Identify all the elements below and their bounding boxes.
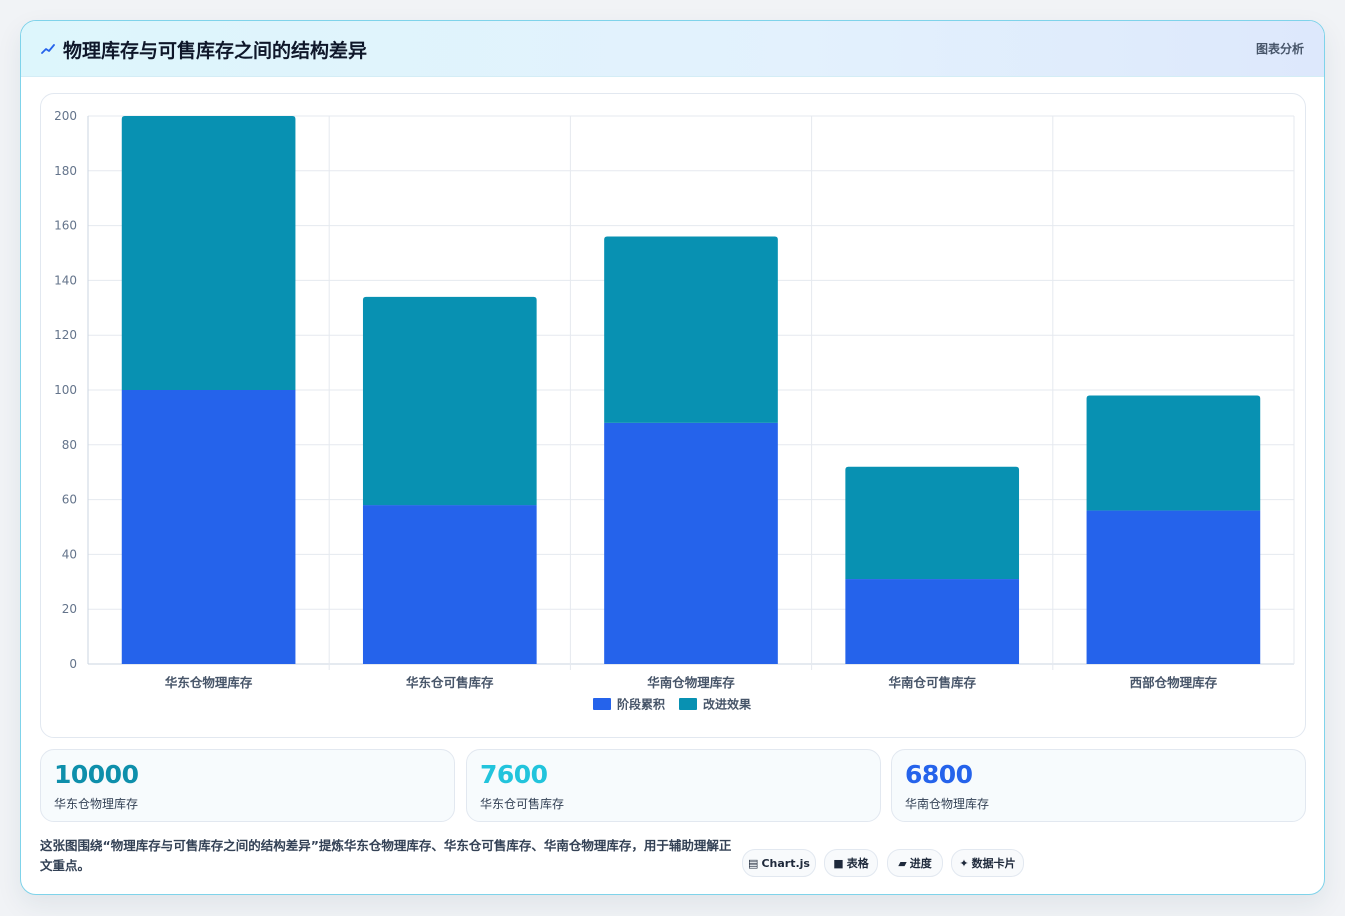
legend-swatch: [593, 698, 611, 710]
chip-chartjs[interactable]: ▤ Chart.js: [742, 849, 816, 877]
bar-segment: [845, 466, 1020, 580]
card-header: 物理库存与可售库存之间的结构差异 图表分析: [21, 21, 1324, 77]
y-tick-label: 140: [54, 273, 77, 287]
stacked-bar-chart: 0 20 40 60 80 100 120 140 160 180 200 华东仓物理库存 华东仓可售库…: [54, 109, 1295, 712]
x-tick-label: 华南仓物理库存: [647, 675, 735, 690]
sparkle-icon: ✦: [959, 856, 969, 870]
chart-title: 物理库存与可售库存之间的结构差异: [63, 40, 368, 62]
y-tick-label: 60: [62, 493, 77, 507]
y-tick-label: 200: [54, 109, 77, 123]
y-tick-label: 180: [54, 164, 77, 178]
bar-segment: [1086, 510, 1261, 664]
stat-label: 华东仓物理库存: [54, 797, 139, 811]
chip-label: 表格: [846, 857, 869, 870]
chart-container: 0 20 40 60 80 100 120 140 160 180 200 华东仓物理库存 华东仓可售库…: [40, 93, 1306, 738]
bar-segment: [845, 579, 1020, 664]
y-tick-label: 40: [62, 547, 77, 561]
bar-segment: [1086, 395, 1261, 511]
bar-segment: [121, 116, 296, 390]
stat-card-3: 6800 华南仓物理库存: [891, 749, 1306, 822]
x-tick-label: 华东仓可售库存: [406, 675, 494, 690]
chip-label: 进度: [909, 857, 932, 870]
y-tick-label: 160: [54, 219, 77, 233]
bar-segment: [121, 390, 296, 664]
y-tick-label: 80: [62, 438, 77, 452]
stat-value: 6800: [905, 760, 973, 789]
y-tick-label: 20: [62, 602, 77, 616]
chip-progress[interactable]: ▰ 进度: [887, 849, 943, 877]
legend-label: 改进效果: [703, 697, 751, 712]
x-tick-label: 西部仓物理库存: [1130, 675, 1218, 690]
chart-icon: ▤: [748, 856, 759, 870]
trend-line-icon: [41, 44, 55, 54]
stat-card-2: 7600 华东仓可售库存: [466, 749, 881, 822]
stat-card-1: 10000 华东仓物理库存: [40, 749, 455, 822]
stat-value: 7600: [480, 760, 548, 789]
x-tick-label: 华南仓可售库存: [888, 675, 976, 690]
chip-table[interactable]: ■ 表格: [824, 849, 878, 877]
stat-label: 华南仓物理库存: [905, 797, 990, 811]
chart-card: 物理库存与可售库存之间的结构差异 图表分析 0 20 40 60 80 100 120 140…: [20, 20, 1325, 895]
y-tick-label: 100: [54, 383, 77, 397]
legend-swatch: [679, 698, 697, 710]
bar-segment: [362, 296, 537, 506]
x-tick-label: 华东仓物理库存: [165, 675, 253, 690]
chart-analysis-tag: 图表分析: [1255, 42, 1304, 56]
chip-data-card[interactable]: ✦ 数据卡片: [951, 849, 1024, 877]
bar-segment: [362, 505, 537, 664]
table-icon: ■: [833, 856, 844, 870]
progress-icon: ▰: [898, 856, 907, 870]
legend-label: 阶段累积: [617, 697, 665, 712]
chip-label: 数据卡片: [971, 857, 1016, 870]
stat-value: 10000: [54, 760, 139, 789]
bar-segment: [604, 422, 778, 664]
chart-caption: 这张图围绕“物理库存与可售库存之间的结构差异”提炼华东仓物理库存、华东仓可售库存…: [40, 838, 732, 873]
y-tick-label: 0: [69, 657, 77, 671]
bar-segment: [604, 236, 778, 423]
stat-label: 华东仓可售库存: [480, 797, 565, 811]
chip-label: Chart.js: [761, 856, 810, 870]
y-tick-label: 120: [54, 328, 77, 342]
